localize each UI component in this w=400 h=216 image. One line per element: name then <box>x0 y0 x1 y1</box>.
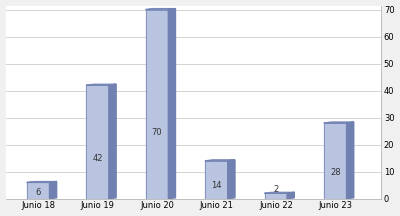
Polygon shape <box>324 123 346 199</box>
Polygon shape <box>86 84 116 85</box>
Polygon shape <box>205 161 228 199</box>
Polygon shape <box>205 160 235 161</box>
Polygon shape <box>228 160 235 199</box>
Text: 28: 28 <box>330 168 341 177</box>
Polygon shape <box>109 84 116 199</box>
Text: 2: 2 <box>273 185 278 194</box>
Text: 42: 42 <box>92 154 103 164</box>
Polygon shape <box>324 122 354 123</box>
Polygon shape <box>287 192 294 199</box>
Text: 14: 14 <box>211 181 222 190</box>
Polygon shape <box>27 183 50 199</box>
Polygon shape <box>346 122 354 199</box>
Polygon shape <box>264 192 294 193</box>
Polygon shape <box>27 181 57 183</box>
Text: 70: 70 <box>152 128 162 137</box>
Text: 6: 6 <box>36 189 41 197</box>
Polygon shape <box>86 85 109 199</box>
Polygon shape <box>50 181 57 199</box>
Polygon shape <box>168 9 176 199</box>
Polygon shape <box>146 10 168 199</box>
Polygon shape <box>264 193 287 199</box>
Polygon shape <box>146 9 176 10</box>
